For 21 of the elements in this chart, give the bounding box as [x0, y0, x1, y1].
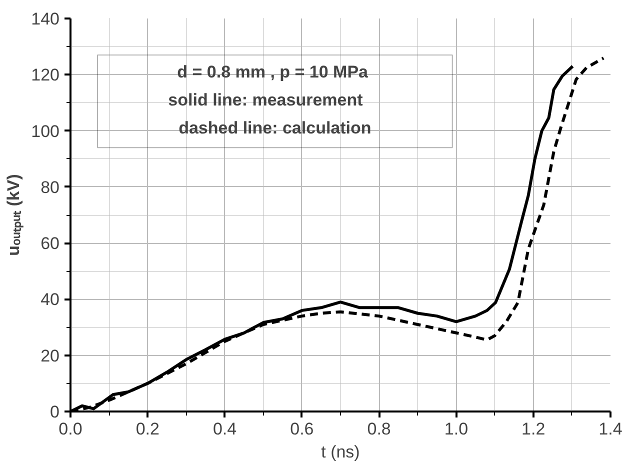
- x-tick-label: 0.8: [367, 420, 391, 438]
- y-axis-title: uₒᵤₜₚᵤₜ (kV): [4, 174, 24, 256]
- y-tick-label: 0: [50, 402, 60, 422]
- annotation: solid line: measurement: [168, 90, 364, 110]
- annotation: d = 0.8 mm , p = 10 MPa: [177, 62, 369, 82]
- x-tick-label: 0.2: [136, 420, 160, 438]
- y-tick-label: 40: [40, 290, 60, 310]
- y-tick-label: 100: [31, 122, 60, 141]
- x-tick-label: 0.4: [212, 420, 237, 438]
- x-tick-label: 1.4: [598, 420, 622, 438]
- x-tick-label: 0.6: [290, 420, 314, 438]
- x-tick-label: 1.0: [444, 420, 468, 438]
- x-axis-title: t (ns): [321, 442, 360, 462]
- y-tick-label: 80: [40, 178, 60, 197]
- y-tick-label: 140: [31, 10, 60, 28]
- y-tick-label: 20: [40, 346, 60, 366]
- x-tick-label: 0.0: [58, 420, 82, 438]
- y-tick-label: 60: [40, 234, 60, 254]
- annotation: dashed line: calculation: [178, 118, 372, 138]
- x-tick-label: 1.2: [522, 420, 546, 438]
- y-tick-label: 120: [31, 66, 60, 85]
